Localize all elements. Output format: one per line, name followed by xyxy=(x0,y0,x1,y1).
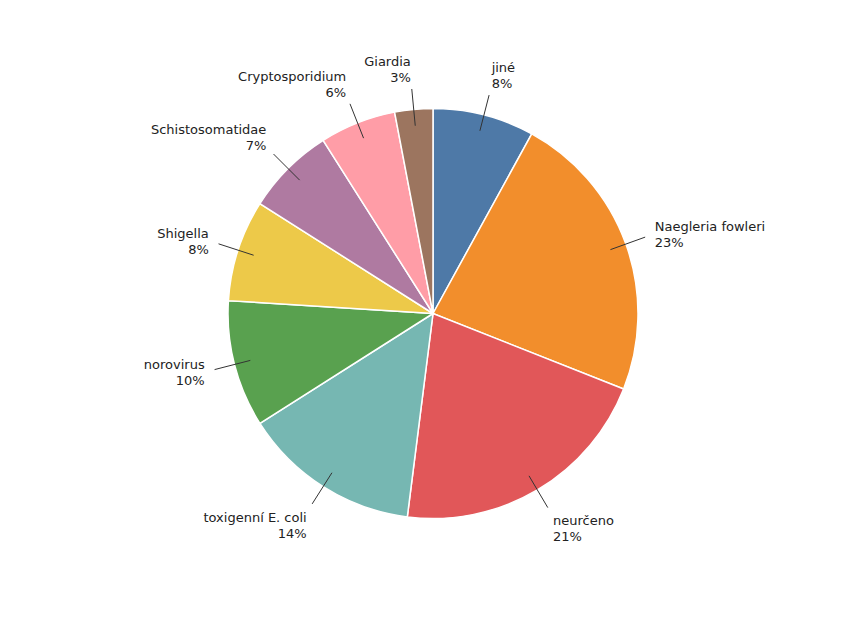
data-label: 10% xyxy=(176,373,205,388)
leader-line xyxy=(312,473,332,504)
data-label: 3% xyxy=(390,70,411,85)
chart-container: jiné8%Naegleria fowleri23%neurčeno21%tox… xyxy=(0,0,866,627)
chart-svg: jiné8%Naegleria fowleri23%neurčeno21%tox… xyxy=(0,0,866,627)
data-label: 7% xyxy=(246,138,267,153)
category-label: jiné xyxy=(491,60,515,75)
category-label: norovirus xyxy=(144,357,205,372)
leader-line xyxy=(529,476,548,508)
category-label: neurčeno xyxy=(553,513,614,528)
slice-labels: jiné8%Naegleria fowleri23%neurčeno21%tox… xyxy=(144,54,765,545)
pie-slice xyxy=(395,109,433,314)
pie-slice xyxy=(407,314,623,519)
category-label: Shigella xyxy=(157,226,209,241)
leader-line xyxy=(215,360,251,369)
leader-line xyxy=(610,237,645,249)
data-label: 21% xyxy=(553,529,582,544)
category-label: Cryptosporidium xyxy=(238,69,346,84)
category-label: Giardia xyxy=(364,54,411,69)
data-label: 23% xyxy=(655,235,684,250)
leader-line xyxy=(480,95,489,131)
leader-line xyxy=(412,89,415,126)
leader-line xyxy=(350,104,364,138)
data-label: 8% xyxy=(188,242,209,257)
category-label: toxigenní E. coli xyxy=(203,510,306,525)
slices xyxy=(228,109,638,519)
data-label: 6% xyxy=(326,85,347,100)
leader-line xyxy=(219,244,254,255)
leader-line xyxy=(274,154,300,180)
pie-slice xyxy=(228,301,433,424)
data-label: 14% xyxy=(278,526,307,541)
pie-group: jiné8%Naegleria fowleri23%neurčeno21%tox… xyxy=(144,54,765,545)
category-label: Naegleria fowleri xyxy=(655,219,765,234)
data-label: 8% xyxy=(492,76,513,91)
category-label: Schistosomatidae xyxy=(151,122,266,137)
leader-lines xyxy=(215,89,646,508)
